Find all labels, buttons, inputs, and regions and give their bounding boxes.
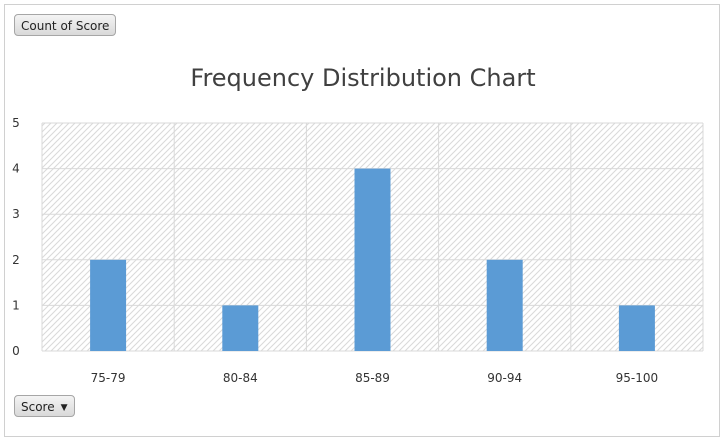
y-tick-label: 2: [12, 253, 20, 267]
axis-field-label: Score: [21, 400, 55, 414]
y-tick-label: 0: [12, 344, 20, 358]
axis-field-button[interactable]: Score ▼: [14, 395, 75, 417]
y-tick-label: 4: [12, 162, 20, 176]
y-tick-label: 3: [12, 207, 20, 221]
bar-85-89[interactable]: [354, 168, 391, 351]
bar-80-84[interactable]: [222, 305, 259, 351]
y-tick-label: 5: [12, 116, 20, 130]
bar-95-100[interactable]: [618, 305, 655, 351]
x-tick-label: 90-94: [487, 371, 522, 385]
x-tick-label: 80-84: [223, 371, 258, 385]
bar-90-94[interactable]: [486, 259, 523, 351]
y-tick-label: 1: [12, 298, 20, 312]
dropdown-arrow-icon: ▼: [60, 403, 68, 413]
x-tick-label: 95-100: [616, 371, 659, 385]
chart-title: Frequency Distribution Chart: [190, 64, 536, 92]
x-tick-label: 75-79: [91, 371, 126, 385]
value-field-button[interactable]: Count of Score: [14, 14, 117, 36]
value-field-label: Count of Score: [21, 19, 110, 33]
x-tick-label: 85-89: [355, 371, 390, 385]
bar-75-79[interactable]: [90, 259, 127, 351]
